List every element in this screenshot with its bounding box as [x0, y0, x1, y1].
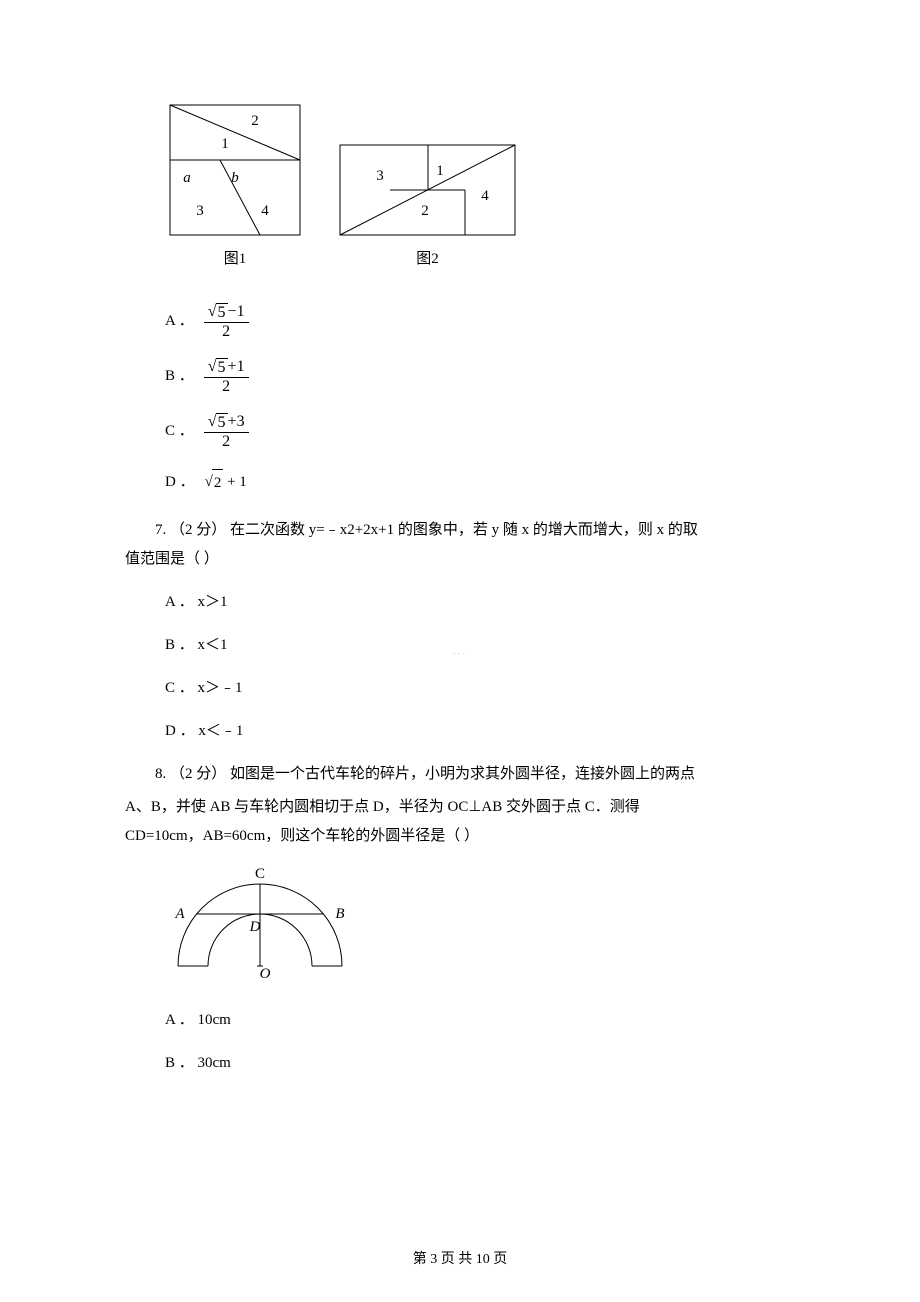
q8-stem-line1: 8. （2 分） 如图是一个古代车轮的碎片，小明为求其外圆半径，连接外圆上的两点: [125, 761, 795, 788]
svg-text:1: 1: [436, 163, 444, 179]
figure-2: 3 1 2 4: [335, 140, 520, 240]
svg-text:4: 4: [261, 203, 269, 219]
svg-text:4: 4: [481, 188, 489, 204]
q8-diagram: C A B D O: [165, 866, 355, 981]
q7-option-a: A ． x＞1: [165, 589, 795, 616]
figure-1-label: 图1: [224, 246, 247, 273]
svg-text:2: 2: [251, 113, 259, 129]
denominator: 2: [218, 378, 234, 396]
option-letter: B ．: [165, 363, 194, 390]
option-text: x＞1: [198, 594, 228, 610]
figure-1-block: 21aab34 图1: [165, 100, 305, 273]
fraction: √5+3 2: [204, 413, 249, 450]
q6-option-c: C ． √5+3 2: [165, 413, 795, 450]
fraction: √5+1 2: [204, 358, 249, 395]
q6-option-d: D ． √2 + 1: [165, 469, 795, 497]
svg-text:O: O: [260, 966, 271, 981]
option-letter: A ．: [165, 308, 194, 335]
sqrt-arg: 5: [216, 413, 228, 432]
q6-options: A ． √5−1 2 B ． √5+1 2 C ． √5+3 2 D ． √2 …: [165, 303, 795, 497]
svg-text:a: a: [183, 170, 191, 186]
math-expr: √2 + 1: [205, 469, 247, 497]
q8-option-b: B ． 30cm: [165, 1050, 795, 1077]
fraction: √5−1 2: [204, 303, 249, 340]
svg-text:1: 1: [221, 136, 229, 152]
figure-2-label: 图2: [416, 246, 439, 273]
option-letter: C ．: [165, 418, 194, 445]
figure-2-block: 3 1 2 4 图2: [335, 140, 520, 273]
option-text: x＜﹣1: [198, 723, 243, 739]
option-text: 30cm: [198, 1055, 231, 1071]
svg-text:C: C: [255, 866, 265, 882]
svg-text:b: b: [231, 170, 239, 186]
option-text: 10cm: [198, 1012, 231, 1028]
denominator: 2: [218, 323, 234, 341]
option-text: x＜1: [198, 637, 228, 653]
q6-option-a: A ． √5−1 2: [165, 303, 795, 340]
option-letter: D ．: [165, 469, 195, 496]
q7-option-b: B ． x＜1: [165, 632, 795, 659]
q7-stem-line1: 7. （2 分） 在二次函数 y=﹣x2+2x+1 的图象中，若 y 随 x 的…: [125, 517, 795, 544]
sqrt-arg: 5: [216, 358, 228, 377]
sqrt-arg: 2: [212, 469, 224, 497]
q6-option-b: B ． √5+1 2: [165, 358, 795, 395]
q8-diagram-wrap: C A B D O: [165, 866, 795, 991]
q7-option-c: C ． x＞﹣1: [165, 675, 795, 702]
svg-text:2: 2: [421, 203, 429, 219]
sqrt-arg: 5: [216, 303, 228, 322]
svg-text:3: 3: [376, 168, 384, 184]
q6-figures: 21aab34 图1 3124 图2: [165, 100, 795, 273]
denominator: 2: [218, 433, 234, 451]
page-footer: 第 3 页 共 10 页: [0, 1247, 920, 1272]
num-tail: +3: [228, 413, 245, 430]
q8-option-a: A ． 10cm: [165, 1007, 795, 1034]
q8-stem-line2: A、B，并使 AB 与车轮内圆相切于点 D，半径为 OC⊥AB 交外圆于点 C．…: [125, 794, 795, 821]
svg-text:D: D: [249, 919, 261, 935]
num-tail: +1: [228, 358, 245, 375]
q7-stem-line2: 值范围是（ ）: [125, 546, 795, 573]
svg-text:3: 3: [196, 203, 204, 219]
q8-stem-line3: CD=10cm，AB=60cm，则这个车轮的外圆半径是（ ）: [125, 823, 795, 850]
expr-tail: + 1: [223, 474, 246, 490]
option-text: x＞﹣1: [198, 680, 243, 696]
svg-text:A: A: [174, 906, 185, 922]
num-tail: −1: [228, 303, 245, 320]
svg-text:B: B: [335, 906, 344, 922]
q7-option-d: D ． x＜﹣1: [165, 718, 795, 745]
figure-1: 21aab34: [165, 100, 305, 240]
